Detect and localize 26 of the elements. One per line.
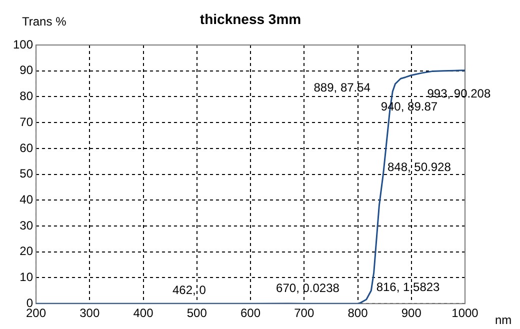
x-tick-label: 300 xyxy=(80,306,100,320)
annotation: 848, 50.928 xyxy=(387,160,452,174)
y-tick-label: 60 xyxy=(20,140,34,155)
annotation: 670, 0.0238 xyxy=(276,280,340,295)
y-tick-label: 10 xyxy=(20,270,34,284)
x-tick-label: 800 xyxy=(348,306,368,320)
annotation: 816, 1.5823 xyxy=(376,280,440,294)
y-tick-label: 100 xyxy=(12,37,34,52)
chart-title: thickness 3mm xyxy=(200,10,302,27)
y-axis-title: Trans % xyxy=(22,14,67,28)
x-tick-label: 600 xyxy=(240,306,261,320)
y-tick-label: 70 xyxy=(20,114,34,129)
annotation: 462, 0 xyxy=(172,282,206,297)
y-tick-label: 40 xyxy=(20,192,34,206)
x-axis-title: nm xyxy=(495,312,512,327)
x-tick-label: 500 xyxy=(186,306,208,320)
x-tick-label: 700 xyxy=(294,306,314,320)
y-tick-label: 20 xyxy=(20,244,34,258)
x-tick-label: 900 xyxy=(401,306,422,320)
y-tick-label: 30 xyxy=(20,218,34,232)
y-tick-label: 50 xyxy=(20,166,34,181)
x-tick-label: 400 xyxy=(133,306,154,320)
x-tick-label: 1000 xyxy=(452,306,479,320)
y-tick-label: 80 xyxy=(20,89,34,104)
annotation: 889, 87.54 xyxy=(314,80,371,95)
y-tick-label: 90 xyxy=(20,63,34,78)
